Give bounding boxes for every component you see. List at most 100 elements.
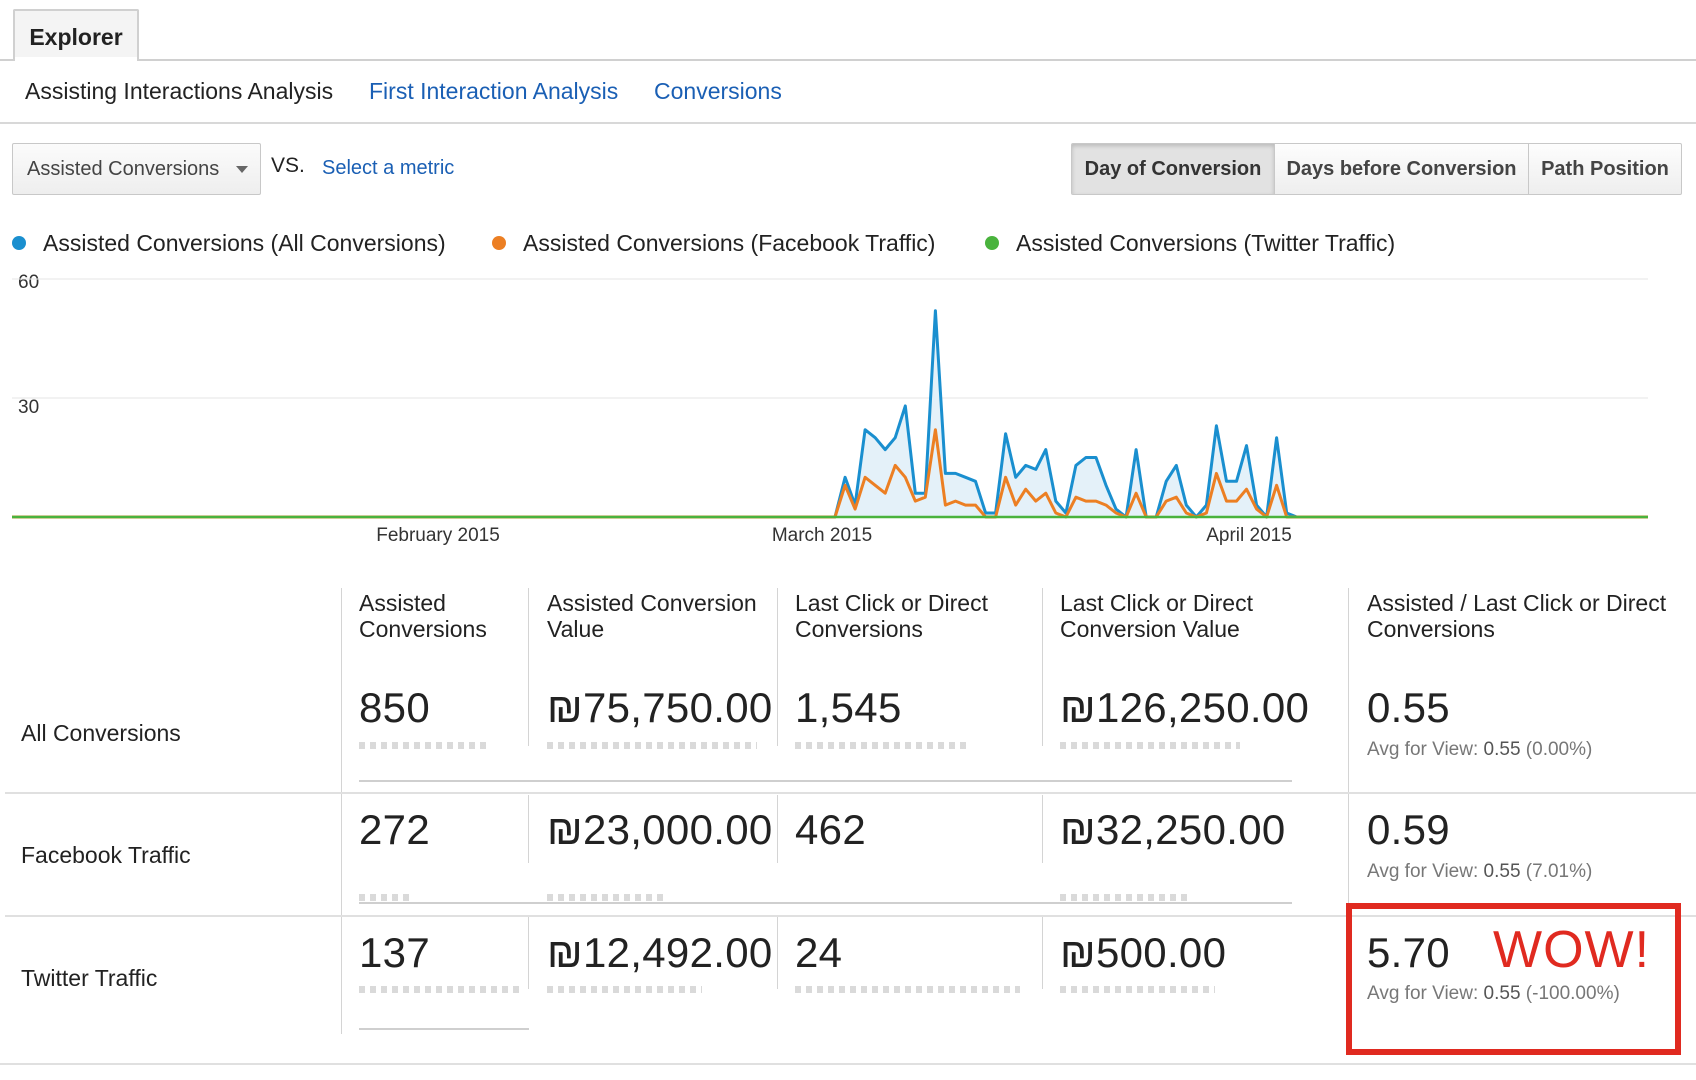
conversions-line-chart (12, 278, 1648, 519)
avg-delta: (0.00%) (1525, 739, 1593, 760)
column-divider (1042, 917, 1043, 989)
series-dot-icon (985, 236, 999, 250)
avg-label: Avg for View: (1367, 861, 1479, 882)
wow-annotation: WOW! (1493, 921, 1651, 979)
select-metric-link[interactable]: Select a metric (322, 157, 455, 179)
cell-divider (359, 780, 1292, 782)
metric-dropdown[interactable]: Assisted Conversions (12, 143, 261, 195)
header-line: Assisted Conversions (359, 590, 487, 642)
legend-label: Assisted Conversions (Facebook Traffic) (523, 230, 936, 256)
avg-delta: (-100.00%) (1525, 983, 1620, 1004)
column-header-last-click-value[interactable]: Last Click or Direct Conversion Value (1060, 590, 1253, 642)
cell-ratio: 5.70 (1367, 929, 1450, 976)
row-label-twitter-traffic: Twitter Traffic (21, 965, 158, 991)
subnav-first-interaction[interactable]: First Interaction Analysis (369, 78, 619, 104)
metric-dropdown-label: Assisted Conversions (27, 158, 220, 180)
day-of-conversion-button[interactable]: Day of Conversion (1071, 143, 1275, 195)
tab-active-indicator (15, 57, 137, 61)
column-divider (1042, 795, 1043, 863)
header-line: Last Click or Direct Conversions (795, 590, 988, 642)
series-area-all-conversions (12, 310, 1648, 517)
subnav-assisting-interactions[interactable]: Assisting Interactions Analysis (25, 78, 334, 104)
legend-label: Assisted Conversions (Twitter Traffic) (1016, 230, 1396, 256)
row-label-facebook-traffic: Facebook Traffic (21, 842, 191, 868)
legend-item-all[interactable]: Assisted Conversions (All Conversions) (12, 230, 446, 257)
report-subnav: Assisting Interactions Analysis First In… (0, 72, 1696, 116)
row-divider (5, 915, 1696, 917)
series-dot-icon (12, 236, 26, 250)
ghost-text (795, 986, 1020, 993)
subnav-conversions[interactable]: Conversions (654, 78, 782, 104)
series-all-conversions[interactable] (12, 309, 1648, 519)
avg-label: Avg for View: (1367, 739, 1479, 760)
column-divider (341, 588, 342, 1034)
ghost-text (795, 742, 970, 749)
row-divider (5, 792, 1696, 794)
avg-value: 0.55 (1483, 983, 1521, 1004)
cell-assisted-value: ₪23,000.00 (547, 806, 773, 853)
days-before-conversion-button[interactable]: Days before Conversion (1275, 143, 1529, 195)
path-position-button[interactable]: Path Position (1529, 143, 1682, 195)
cell-last-click-conversions: 24 (795, 929, 843, 976)
table-bottom-divider (0, 1063, 1696, 1065)
tab-bar: Explorer (0, 0, 1696, 61)
cell-ratio: 0.59 (1367, 806, 1450, 853)
x-tick-label: February 2015 (376, 525, 500, 546)
cell-assisted-value: ₪75,750.00 (547, 684, 773, 731)
cell-assisted-value: ₪12,492.00 (547, 929, 773, 976)
column-header-assisted-value[interactable]: Assisted Conversion Value (547, 590, 757, 642)
cell-divider (359, 902, 1292, 904)
ghost-text (359, 742, 489, 749)
x-tick-label: March 2015 (771, 525, 873, 546)
header-line: Assisted Conversion Value (547, 590, 757, 642)
column-divider (528, 917, 529, 989)
ghost-text (547, 742, 757, 749)
avg-for-view: Avg for View: 0.55 (7.01%) (1367, 861, 1592, 883)
ghost-text (547, 986, 702, 993)
cell-last-click-value: ₪500.00 (1060, 929, 1227, 976)
avg-value: 0.55 (1483, 861, 1521, 882)
ghost-text (1060, 986, 1215, 993)
tab-explorer[interactable]: Explorer (13, 9, 139, 60)
series-facebook-traffic[interactable] (12, 428, 1648, 519)
cell-divider (359, 1028, 529, 1030)
highlight-box (1346, 903, 1681, 1055)
column-divider (528, 588, 529, 746)
ghost-text (547, 894, 667, 901)
header-line: Last Click or Direct Conversion Value (1060, 590, 1253, 642)
ghost-text (1060, 742, 1240, 749)
column-divider (777, 795, 778, 863)
row-label-all-conversions: All Conversions (21, 720, 181, 746)
cell-assisted-conversions: 272 (359, 806, 430, 853)
avg-delta: (7.01%) (1525, 861, 1593, 882)
avg-for-view: Avg for View: 0.55 (-100.00%) (1367, 983, 1620, 1005)
vs-label: VS. (271, 154, 305, 177)
column-divider (777, 588, 778, 746)
y-tick-label: 30 (18, 397, 40, 418)
avg-for-view: Avg for View: 0.55 (0.00%) (1367, 739, 1592, 761)
divider (0, 122, 1696, 124)
column-header-assisted-conversions[interactable]: Assisted Conversions (359, 590, 487, 642)
column-divider (777, 917, 778, 989)
ghost-text (1060, 894, 1190, 901)
legend-label: Assisted Conversions (All Conversions) (43, 230, 446, 256)
ghost-text (359, 894, 409, 901)
ghost-text (359, 986, 524, 993)
cell-last-click-value: ₪126,250.00 (1060, 684, 1310, 731)
cell-last-click-conversions: 1,545 (795, 684, 902, 731)
column-header-ratio[interactable]: Assisted / Last Click or Direct Conversi… (1367, 590, 1666, 642)
header-line: Assisted / Last Click or Direct Conversi… (1367, 590, 1667, 642)
cell-last-click-conversions: 462 (795, 806, 866, 853)
cell-ratio: 0.55 (1367, 684, 1450, 731)
cell-assisted-conversions: 137 (359, 929, 430, 976)
avg-label: Avg for View: (1367, 983, 1479, 1004)
chevron-down-icon (236, 166, 248, 173)
series-dot-icon (492, 236, 506, 250)
avg-value: 0.55 (1483, 739, 1521, 760)
column-divider (1042, 588, 1043, 746)
cell-last-click-value: ₪32,250.00 (1060, 806, 1286, 853)
column-divider (1348, 588, 1349, 1034)
column-header-last-click-conversions[interactable]: Last Click or Direct Conversions (795, 590, 988, 642)
legend-item-facebook[interactable]: Assisted Conversions (Facebook Traffic) (492, 230, 935, 257)
legend-item-twitter[interactable]: Assisted Conversions (Twitter Traffic) (985, 230, 1395, 257)
